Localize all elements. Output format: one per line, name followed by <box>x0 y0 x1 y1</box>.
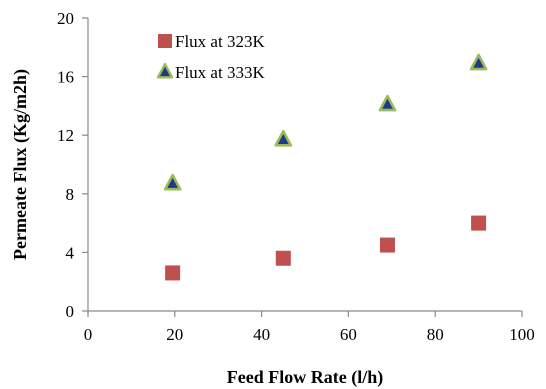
y-axis-title: Permeate Flux (Kg/m2h) <box>10 69 31 260</box>
x-tick-label: 60 <box>340 325 357 344</box>
data-marks <box>163 53 488 281</box>
legend-label-323k: Flux at 323K <box>175 32 265 51</box>
x-tick-label: 80 <box>427 325 444 344</box>
legend-label-333k: Flux at 333K <box>175 63 265 82</box>
data-point-323k <box>165 265 181 281</box>
y-tick-label: 4 <box>66 243 75 262</box>
x-tick-label: 0 <box>84 325 93 344</box>
y-tick-label: 0 <box>66 302 75 321</box>
legend: Flux at 323K Flux at 333K <box>156 32 265 82</box>
data-point-333k <box>163 173 182 191</box>
legend-marker-square <box>158 34 172 48</box>
legend-marker-triangle <box>156 62 174 79</box>
x-tick-label: 20 <box>166 325 183 344</box>
x-tick-label: 40 <box>253 325 270 344</box>
data-point-333k <box>378 94 397 112</box>
data-point-323k <box>275 250 291 266</box>
y-tick-label: 12 <box>57 126 74 145</box>
data-point-323k <box>379 237 395 253</box>
data-point-323k <box>471 215 487 231</box>
x-tick-label: 100 <box>509 325 535 344</box>
y-tick-label: 20 <box>57 9 74 28</box>
data-point-333k <box>469 53 488 71</box>
axes <box>87 18 522 312</box>
data-point-333k <box>274 129 293 147</box>
y-tick-label: 16 <box>57 68 74 87</box>
x-axis-title: Feed Flow Rate (l/h) <box>227 367 383 388</box>
y-tick-label: 8 <box>66 185 75 204</box>
ticks: 0 4 8 12 16 20 0 20 40 60 80 100 <box>57 9 535 344</box>
